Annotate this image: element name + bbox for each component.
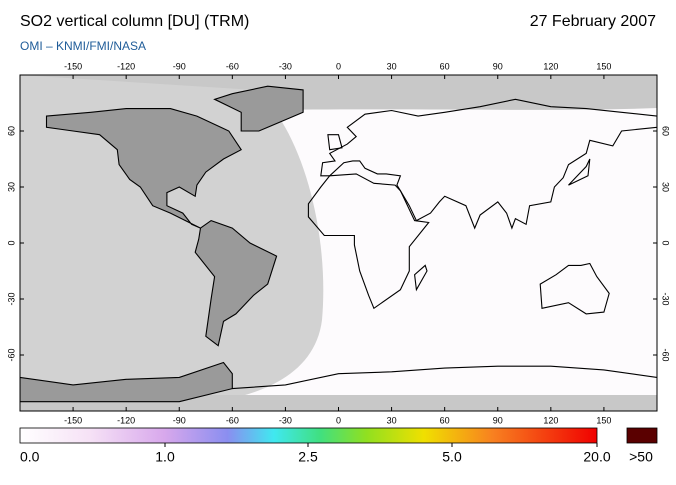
lat-label-left: 0: [6, 240, 16, 245]
colorbar-label: 1.0: [155, 449, 175, 465]
coastline: [213, 85, 304, 132]
lon-label-top: 150: [596, 61, 611, 71]
overflow-label: >50: [629, 449, 653, 465]
coastline: [539, 262, 610, 315]
coastline: [320, 98, 657, 230]
polar-night: [20, 75, 657, 110]
colorbar-overflow: [626, 427, 658, 444]
lon-label-bottom: 90: [493, 415, 503, 425]
coastline: [45, 108, 242, 229]
coastline: [568, 158, 591, 186]
colorbar-label: 5.0: [442, 449, 462, 465]
lon-label-top: 60: [440, 61, 450, 71]
lon-label-bottom: 0: [336, 415, 341, 425]
coastline: [307, 173, 430, 310]
colorbar-label: 2.5: [298, 449, 318, 465]
lon-label-top: -90: [173, 61, 186, 71]
subtitle: OMI – KNMI/FMI/NASA: [20, 39, 146, 53]
lat-label-left: 30: [6, 182, 16, 192]
title: SO2 vertical column [DU] (TRM): [20, 13, 249, 30]
coastline: [232, 365, 657, 390]
lat-label-left: 60: [6, 126, 16, 136]
lat-label-right: -60: [661, 348, 671, 361]
coastline: [414, 264, 428, 292]
lon-label-top: -150: [64, 61, 82, 71]
coastline: [20, 361, 233, 403]
lat-label-right: -30: [661, 292, 671, 305]
lon-label-top: 120: [543, 61, 558, 71]
lat-label-right: 60: [661, 126, 671, 136]
lon-label-top: 90: [493, 61, 503, 71]
no-data-region: [20, 75, 324, 405]
coastlines: [20, 85, 657, 403]
axis-ticks: -150 -150 -120 -120 -90 -90 -60 -60 -30 -30 0 0 30 30…: [6, 61, 670, 425]
lon-label-top: -30: [279, 61, 292, 71]
lat-label-left: -60: [6, 348, 16, 361]
date: 27 February 2007: [530, 13, 656, 30]
lon-label-bottom: -60: [226, 415, 239, 425]
lat-label-right: 0: [661, 240, 671, 245]
lon-label-top: 0: [336, 61, 341, 71]
lon-label-bottom: 60: [440, 415, 450, 425]
colorbar: [19, 427, 598, 444]
lon-label-bottom: -120: [117, 415, 135, 425]
lon-label-bottom: 30: [387, 415, 397, 425]
lon-label-bottom: 150: [596, 415, 611, 425]
map-area: [20, 75, 657, 411]
colorbar-label: 0.0: [20, 449, 40, 465]
lon-label-bottom: -150: [64, 415, 82, 425]
lon-label-bottom: 120: [543, 415, 558, 425]
lat-label-left: -30: [6, 292, 16, 305]
coastline: [327, 134, 343, 151]
lon-label-bottom: -30: [279, 415, 292, 425]
lon-label-top: 30: [387, 61, 397, 71]
lon-label-top: -120: [117, 61, 135, 71]
colorbar-label: 20.0: [583, 449, 610, 465]
lon-label-bottom: -90: [173, 415, 186, 425]
lon-label-top: -60: [226, 61, 239, 71]
coastline: [194, 219, 278, 347]
lat-label-right: 30: [661, 182, 671, 192]
